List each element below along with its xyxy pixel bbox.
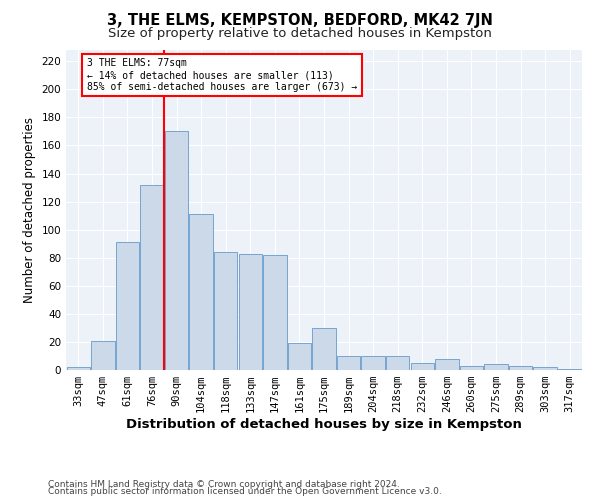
Bar bbox=[558, 368, 581, 370]
Bar bbox=[361, 356, 385, 370]
Bar bbox=[410, 363, 434, 370]
Bar bbox=[435, 359, 458, 370]
Bar bbox=[116, 242, 139, 370]
Bar bbox=[239, 254, 262, 370]
Bar bbox=[484, 364, 508, 370]
Text: Contains public sector information licensed under the Open Government Licence v3: Contains public sector information licen… bbox=[48, 487, 442, 496]
Y-axis label: Number of detached properties: Number of detached properties bbox=[23, 117, 36, 303]
Bar bbox=[140, 184, 164, 370]
Text: 3 THE ELMS: 77sqm
← 14% of detached houses are smaller (113)
85% of semi-detache: 3 THE ELMS: 77sqm ← 14% of detached hous… bbox=[87, 58, 357, 92]
Bar bbox=[386, 356, 409, 370]
Bar bbox=[165, 132, 188, 370]
X-axis label: Distribution of detached houses by size in Kempston: Distribution of detached houses by size … bbox=[126, 418, 522, 431]
Bar bbox=[509, 366, 532, 370]
Bar bbox=[533, 367, 557, 370]
Text: Size of property relative to detached houses in Kempston: Size of property relative to detached ho… bbox=[108, 28, 492, 40]
Bar bbox=[313, 328, 335, 370]
Bar bbox=[67, 367, 90, 370]
Text: 3, THE ELMS, KEMPSTON, BEDFORD, MK42 7JN: 3, THE ELMS, KEMPSTON, BEDFORD, MK42 7JN bbox=[107, 12, 493, 28]
Bar bbox=[288, 344, 311, 370]
Bar bbox=[190, 214, 213, 370]
Bar bbox=[460, 366, 483, 370]
Text: Contains HM Land Registry data © Crown copyright and database right 2024.: Contains HM Land Registry data © Crown c… bbox=[48, 480, 400, 489]
Bar bbox=[214, 252, 238, 370]
Bar bbox=[337, 356, 360, 370]
Bar bbox=[91, 340, 115, 370]
Bar bbox=[263, 255, 287, 370]
